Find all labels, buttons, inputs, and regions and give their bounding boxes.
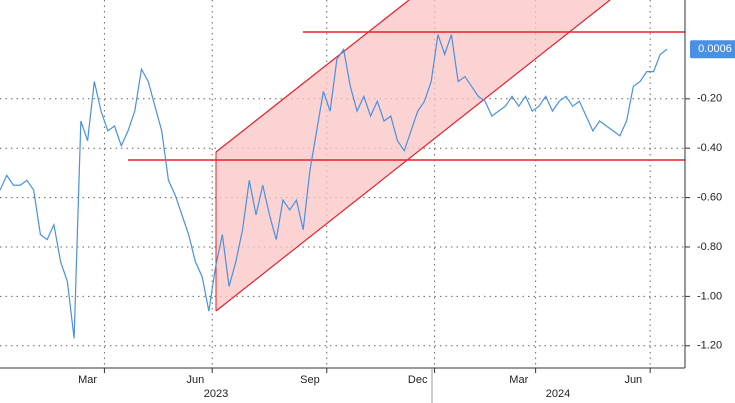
series-line <box>0 34 668 339</box>
x-tick-label: Mar <box>78 374 97 386</box>
y-tick-label: -0.20 <box>697 93 722 105</box>
x-tick-label: Jun <box>624 374 642 386</box>
year-label: 2023 <box>204 388 228 400</box>
x-tick-label: Sep <box>300 374 320 386</box>
x-tick-label: Jun <box>187 374 205 386</box>
x-tick-label: Dec <box>408 374 428 386</box>
y-tick-label: -0.40 <box>697 142 722 154</box>
y-tick-label: -1.00 <box>697 290 722 302</box>
channel-upper <box>215 0 410 153</box>
channel-lower <box>215 0 611 312</box>
x-tick-label: Mar <box>509 374 528 386</box>
y-tick-label: -0.60 <box>697 191 722 203</box>
last-value-label: 0.0006 <box>698 43 732 55</box>
y-tick-label: -0.80 <box>697 241 722 253</box>
year-label: 2024 <box>546 388 570 400</box>
last-value-tag <box>690 40 735 59</box>
y-tick-label: -1.20 <box>697 340 722 352</box>
